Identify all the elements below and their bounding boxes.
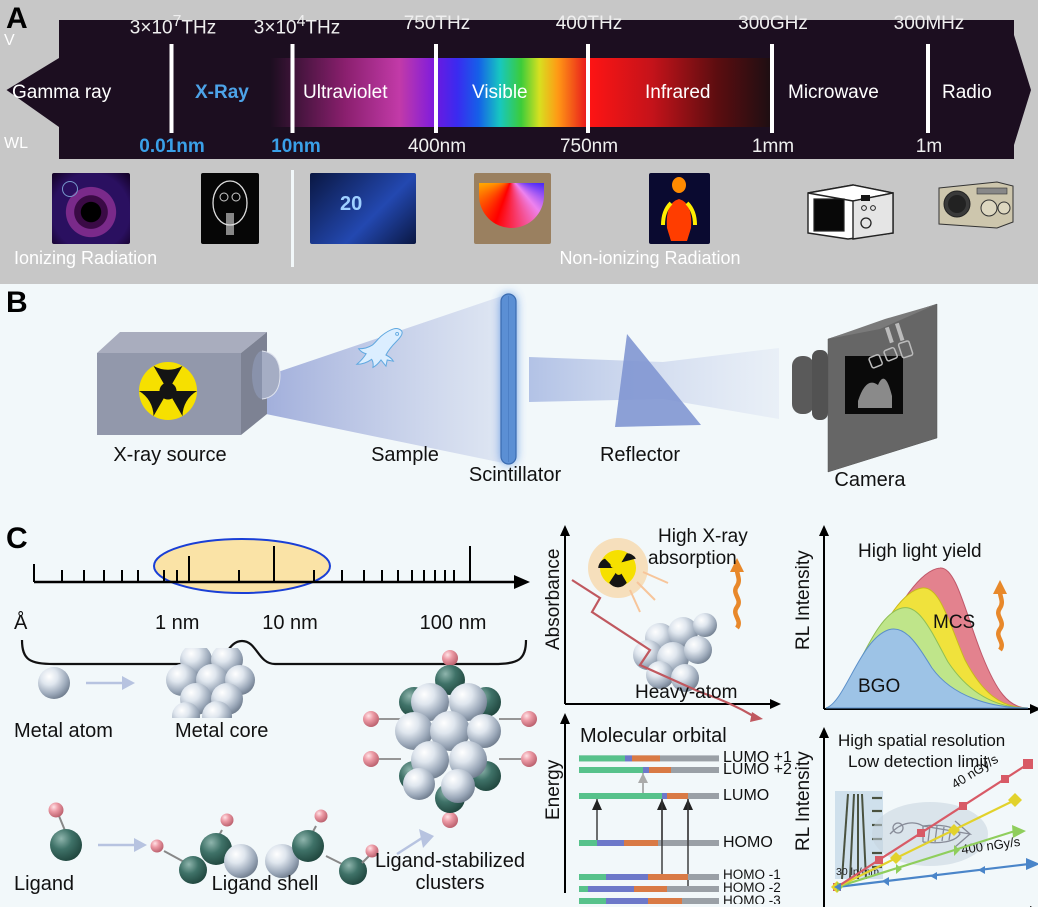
svg-text:Absorbance: Absorbance bbox=[543, 549, 564, 650]
svg-text:LUMO: LUMO bbox=[723, 787, 769, 804]
svg-text:HOMO -3: HOMO -3 bbox=[723, 893, 781, 904]
svg-text:MCS: MCS bbox=[933, 612, 975, 633]
svg-text:LUMO +2: LUMO +2 bbox=[723, 761, 792, 778]
svg-text:High light yield: High light yield bbox=[858, 541, 982, 562]
svg-text:absorption: absorption bbox=[648, 548, 737, 569]
svg-text:Molecular orbital: Molecular orbital bbox=[580, 725, 727, 747]
svg-text:High X-ray: High X-ray bbox=[658, 526, 748, 547]
svg-text:High spatial resolution: High spatial resolution bbox=[838, 731, 1005, 750]
svg-text:HOMO: HOMO bbox=[723, 834, 773, 851]
svg-text:Energy: Energy bbox=[543, 759, 564, 820]
svg-text:BGO: BGO bbox=[858, 676, 900, 697]
svg-text:Heavy-atom: Heavy-atom bbox=[635, 682, 737, 703]
svg-text:RL Intensity: RL Intensity bbox=[793, 550, 814, 650]
svg-text:RL Intensity: RL Intensity bbox=[793, 751, 814, 851]
